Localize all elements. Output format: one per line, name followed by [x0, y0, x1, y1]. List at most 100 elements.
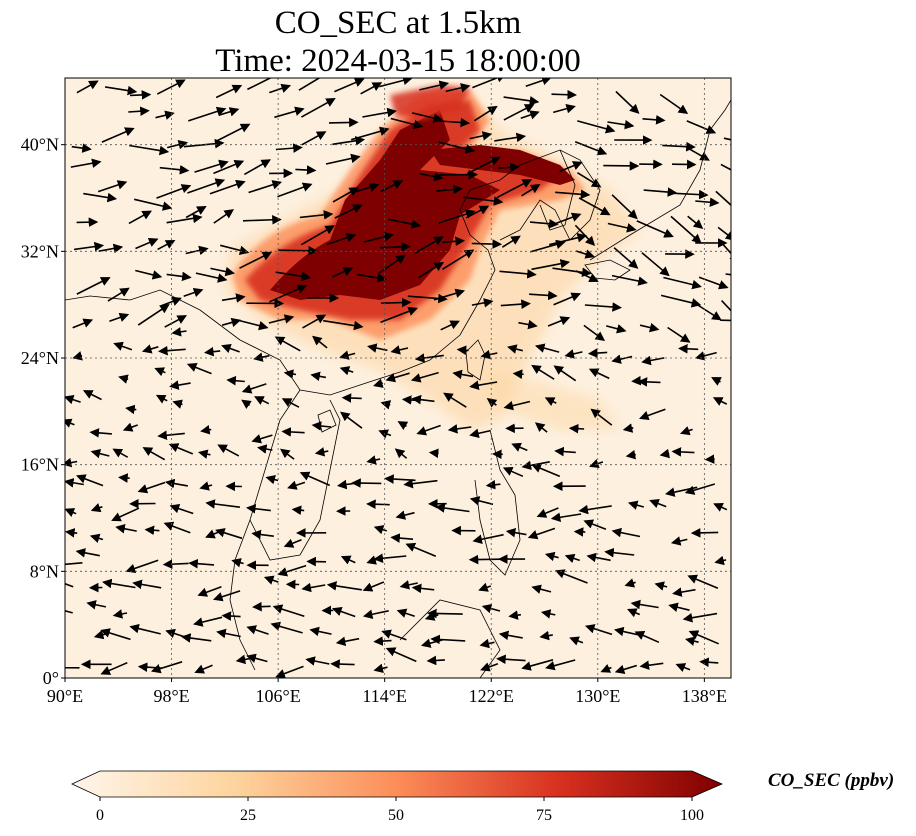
colorbar-tick-label: 25	[240, 807, 256, 824]
wind-arrow	[427, 608, 463, 619]
wind-arrow	[65, 508, 77, 517]
wind-arrow	[443, 392, 467, 408]
wind-arrow	[373, 636, 392, 646]
wind-arrow	[65, 528, 78, 538]
wind-arrow	[548, 212, 582, 227]
wind-arrow	[71, 143, 92, 153]
wind-arrow	[512, 369, 524, 379]
wind-arrow	[195, 272, 228, 283]
colorbar-bar	[71, 770, 724, 798]
wind-arrow	[113, 341, 133, 351]
wind-arrow	[362, 581, 385, 592]
wind-arrow	[65, 562, 83, 566]
wind-arrow	[373, 378, 384, 388]
wind-arrow	[275, 665, 304, 678]
wind-arrow	[471, 298, 494, 308]
coastline-philippines	[474, 429, 521, 576]
wind-arrow	[469, 380, 498, 390]
wind-arrow	[496, 654, 526, 665]
wind-arrow	[600, 663, 612, 673]
wind-arrow	[214, 123, 251, 143]
wind-arrow	[218, 107, 240, 117]
wind-arrow	[246, 653, 268, 663]
wind-arrow	[97, 180, 128, 193]
wind-arrow	[607, 222, 637, 233]
wind-arrow	[395, 510, 415, 520]
wind-arrow	[215, 528, 243, 540]
colorbar-tick-label: 50	[388, 807, 404, 824]
wind-arrow	[257, 444, 273, 454]
wind-arrow	[252, 601, 271, 612]
wind-arrow	[188, 106, 227, 122]
wind-arrow	[578, 197, 611, 216]
wind-arrow	[156, 184, 192, 199]
wind-arrow	[215, 84, 243, 99]
wind-arrow	[72, 351, 83, 361]
wind-arrow	[363, 232, 395, 243]
wind-arrow	[521, 184, 541, 197]
wind-arrow	[611, 194, 638, 220]
wind-arrow	[213, 209, 235, 224]
wind-arrow	[679, 426, 693, 436]
wind-arrow	[326, 233, 357, 246]
wind-arrow	[418, 261, 445, 279]
wind-arrow	[154, 367, 166, 377]
wind-arrow	[433, 288, 466, 301]
wind-arrow	[498, 162, 520, 173]
wind-arrow	[128, 106, 150, 117]
wind-arrow	[518, 319, 538, 330]
wind-arrow	[90, 448, 110, 459]
wind-arrow	[720, 319, 731, 322]
wind-arrow	[137, 481, 166, 494]
wind-arrow	[340, 411, 363, 429]
wind-arrow	[244, 159, 271, 176]
wind-arrow	[331, 606, 356, 618]
wind-arrow	[715, 190, 731, 207]
wind-arrow	[172, 399, 183, 409]
wind-arrow	[569, 636, 584, 646]
wind-arrow	[452, 369, 474, 380]
wind-arrow	[624, 578, 636, 588]
wind-arrow	[500, 299, 531, 309]
wind-arrow	[65, 457, 78, 468]
wind-arrow	[686, 120, 717, 134]
wind-arrow	[659, 448, 670, 459]
wind-arrow	[694, 302, 722, 321]
coastline-indochina	[249, 389, 341, 561]
wind-arrow	[142, 447, 166, 461]
wind-arrow	[627, 500, 645, 510]
wind-arrow	[274, 106, 305, 119]
wind-arrow	[98, 243, 124, 254]
wind-arrow	[366, 455, 381, 465]
wind-arrow	[467, 156, 501, 175]
x-tick-label: 130°E	[575, 686, 620, 706]
wind-arrow	[552, 267, 592, 278]
wind-arrow	[503, 96, 540, 106]
wind-arrow	[721, 300, 731, 312]
wind-arrow	[544, 551, 559, 562]
wind-arrow	[246, 503, 271, 514]
wind-arrow	[485, 479, 501, 490]
wind-arrow	[102, 578, 136, 589]
wind-arrow	[275, 271, 312, 282]
wind-arrow	[200, 425, 212, 435]
wind-arrow	[217, 444, 240, 457]
wind-arrow	[194, 159, 229, 173]
y-tick-label: 0°	[43, 668, 59, 688]
wind-arrow	[436, 184, 463, 195]
wind-arrow	[613, 247, 639, 269]
wind-arrow	[469, 131, 493, 141]
wind-arrow	[551, 89, 577, 100]
wind-arrow	[539, 630, 553, 641]
wind-arrow	[335, 636, 360, 647]
wind-arrow	[438, 209, 476, 224]
wind-arrow	[494, 132, 527, 143]
wind-arrow	[507, 344, 523, 354]
wind-arrow	[104, 85, 138, 96]
wind-arrow	[469, 496, 494, 506]
wind-arrow	[659, 93, 689, 115]
wind-arrow	[670, 215, 702, 244]
wind-arrow	[213, 160, 245, 175]
wind-arrow	[672, 587, 696, 597]
wind-arrow	[157, 239, 176, 251]
